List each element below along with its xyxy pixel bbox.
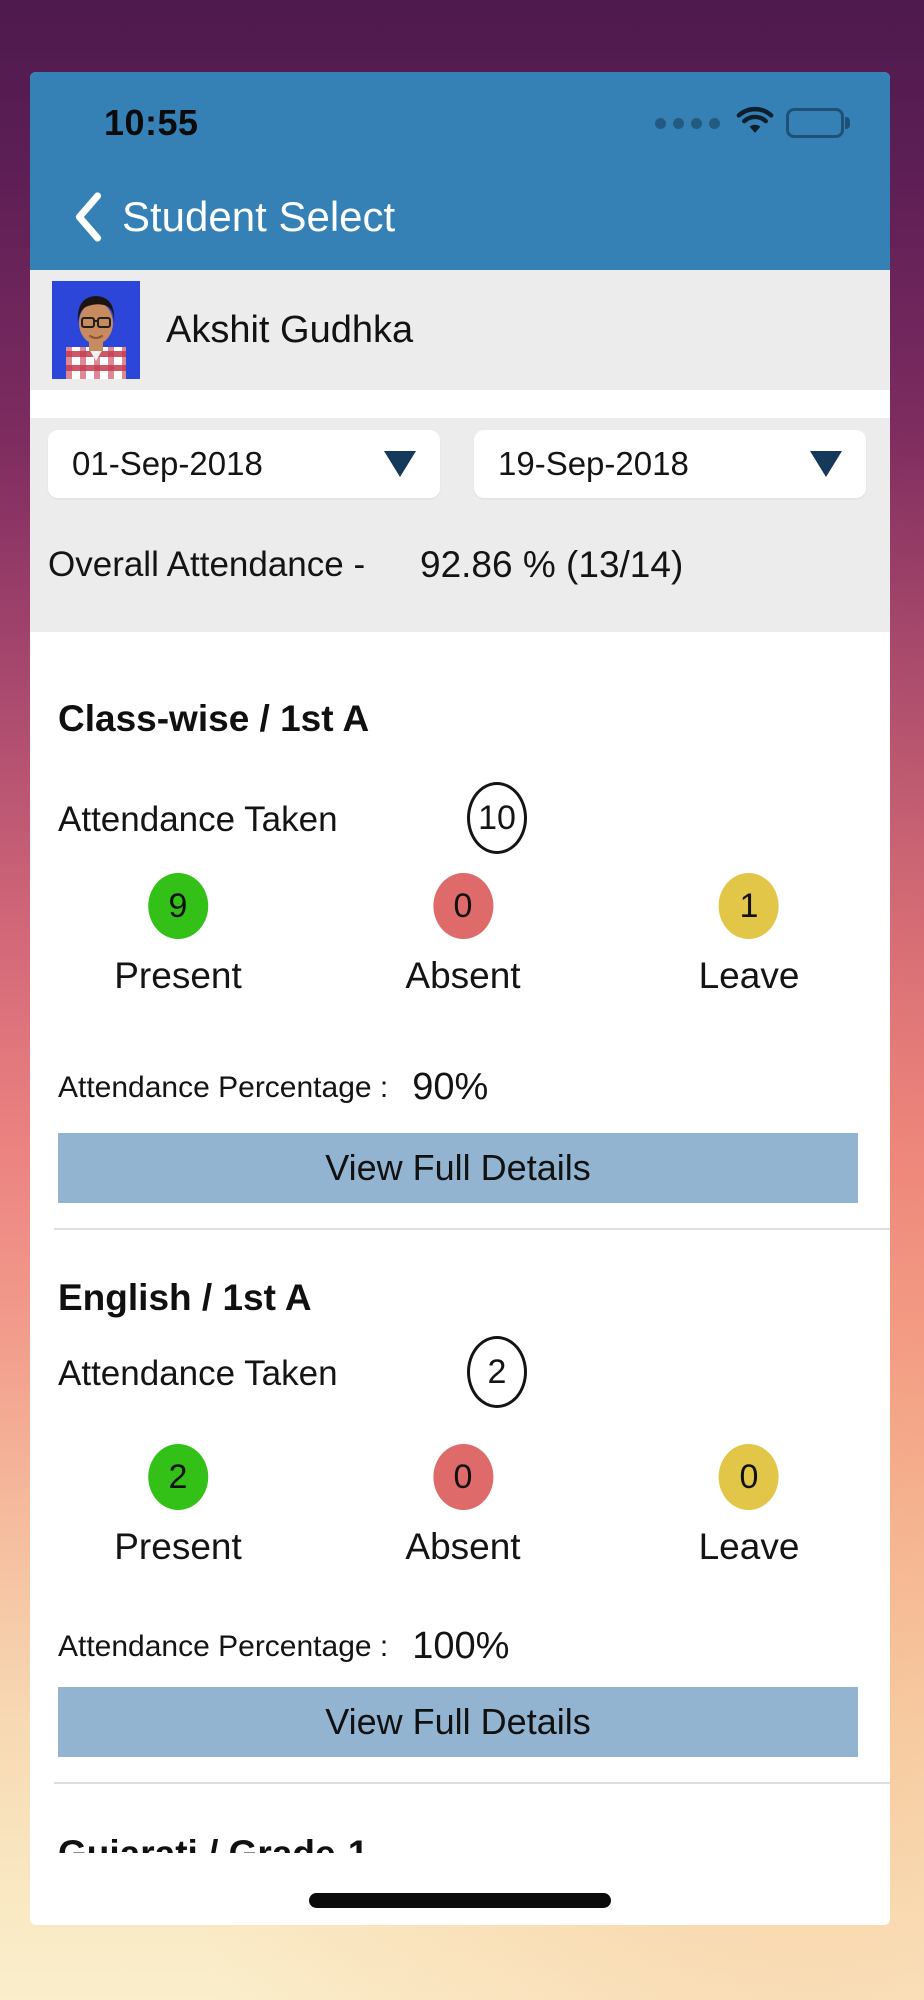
attendance-percentage-value: 90% <box>412 1066 489 1108</box>
back-button[interactable] <box>72 192 104 242</box>
nav-bar: Student Select <box>72 192 395 242</box>
overall-attendance-label: Overall Attendance - <box>48 545 366 584</box>
battery-icon <box>786 108 850 138</box>
leave-count-badge: 1 <box>719 873 779 939</box>
attendance-percentage-row: Attendance Percentage : 90% <box>58 1066 488 1109</box>
student-row: Akshit Gudhka <box>30 270 890 390</box>
absent-stat: 0 Absent <box>405 873 521 997</box>
subject-list: Class-wise / 1st A Attendance Taken 10 9… <box>30 632 890 1853</box>
present-stat: 9 Present <box>114 873 242 997</box>
attendance-percentage-label: Attendance Percentage : <box>58 1629 389 1663</box>
start-date-dropdown[interactable]: 01-Sep-2018 <box>48 430 440 498</box>
present-stat: 2 Present <box>114 1444 242 1568</box>
app-header: 10:55 <box>30 72 890 270</box>
section-divider <box>54 1782 890 1784</box>
clock-time: 10:55 <box>104 102 199 143</box>
end-date-value: 19-Sep-2018 <box>498 445 689 482</box>
caret-down-icon <box>384 451 416 477</box>
leave-label: Leave <box>698 955 800 996</box>
absent-label: Absent <box>405 955 521 996</box>
page-title: Student Select <box>122 193 396 240</box>
attendance-taken-label: Attendance Taken <box>58 800 338 839</box>
leave-label: Leave <box>698 1526 800 1567</box>
present-count-badge: 2 <box>147 1444 208 1510</box>
wifi-icon <box>736 106 774 140</box>
view-full-details-button[interactable]: View Full Details <box>58 1133 858 1203</box>
present-label: Present <box>114 1526 242 1567</box>
leave-stat: 1 Leave <box>698 873 800 997</box>
spacer <box>30 390 890 418</box>
attendance-taken-label: Attendance Taken <box>58 1354 338 1393</box>
absent-label: Absent <box>405 1526 521 1567</box>
home-indicator[interactable] <box>309 1893 611 1908</box>
leave-stat: 0 Leave <box>698 1444 800 1568</box>
leave-count-badge: 0 <box>719 1444 779 1510</box>
absent-count-badge: 0 <box>432 1444 493 1510</box>
end-date-dropdown[interactable]: 19-Sep-2018 <box>474 430 866 498</box>
status-bar: 10:55 <box>30 72 890 144</box>
attendance-taken-count: 2 <box>467 1336 527 1408</box>
caret-down-icon <box>810 451 842 477</box>
absent-count-badge: 0 <box>432 873 493 939</box>
phone-screen: 10:55 <box>30 72 890 1925</box>
present-count-badge: 9 <box>147 873 208 939</box>
cellular-signal-icon <box>655 117 720 129</box>
attendance-taken-count: 10 <box>467 782 527 854</box>
absent-stat: 0 Absent <box>405 1444 521 1568</box>
section-title: Class-wise / 1st A <box>58 698 370 739</box>
overall-attendance-value: 92.86 % (13/14) <box>420 544 684 585</box>
date-range-row: 01-Sep-2018 19-Sep-2018 <box>30 418 890 498</box>
overall-attendance-row: Overall Attendance - 92.86 % (13/14) <box>30 544 890 586</box>
attendance-percentage-row: Attendance Percentage : 100% <box>58 1625 509 1668</box>
filter-block: 01-Sep-2018 19-Sep-2018 Overall Attendan… <box>30 418 890 632</box>
start-date-value: 01-Sep-2018 <box>72 445 263 482</box>
view-full-details-button[interactable]: View Full Details <box>58 1687 858 1757</box>
student-name: Akshit Gudhka <box>166 308 414 351</box>
present-label: Present <box>114 955 242 996</box>
section-title: English / 1st A <box>58 1277 312 1318</box>
section-divider <box>54 1228 890 1230</box>
attendance-percentage-value: 100% <box>412 1625 510 1667</box>
section-title: Gujarati / Grade-1 <box>58 1833 369 1853</box>
attendance-percentage-label: Attendance Percentage : <box>58 1070 389 1104</box>
chevron-left-icon <box>75 192 102 242</box>
status-icons <box>655 106 850 140</box>
student-avatar <box>52 281 140 379</box>
